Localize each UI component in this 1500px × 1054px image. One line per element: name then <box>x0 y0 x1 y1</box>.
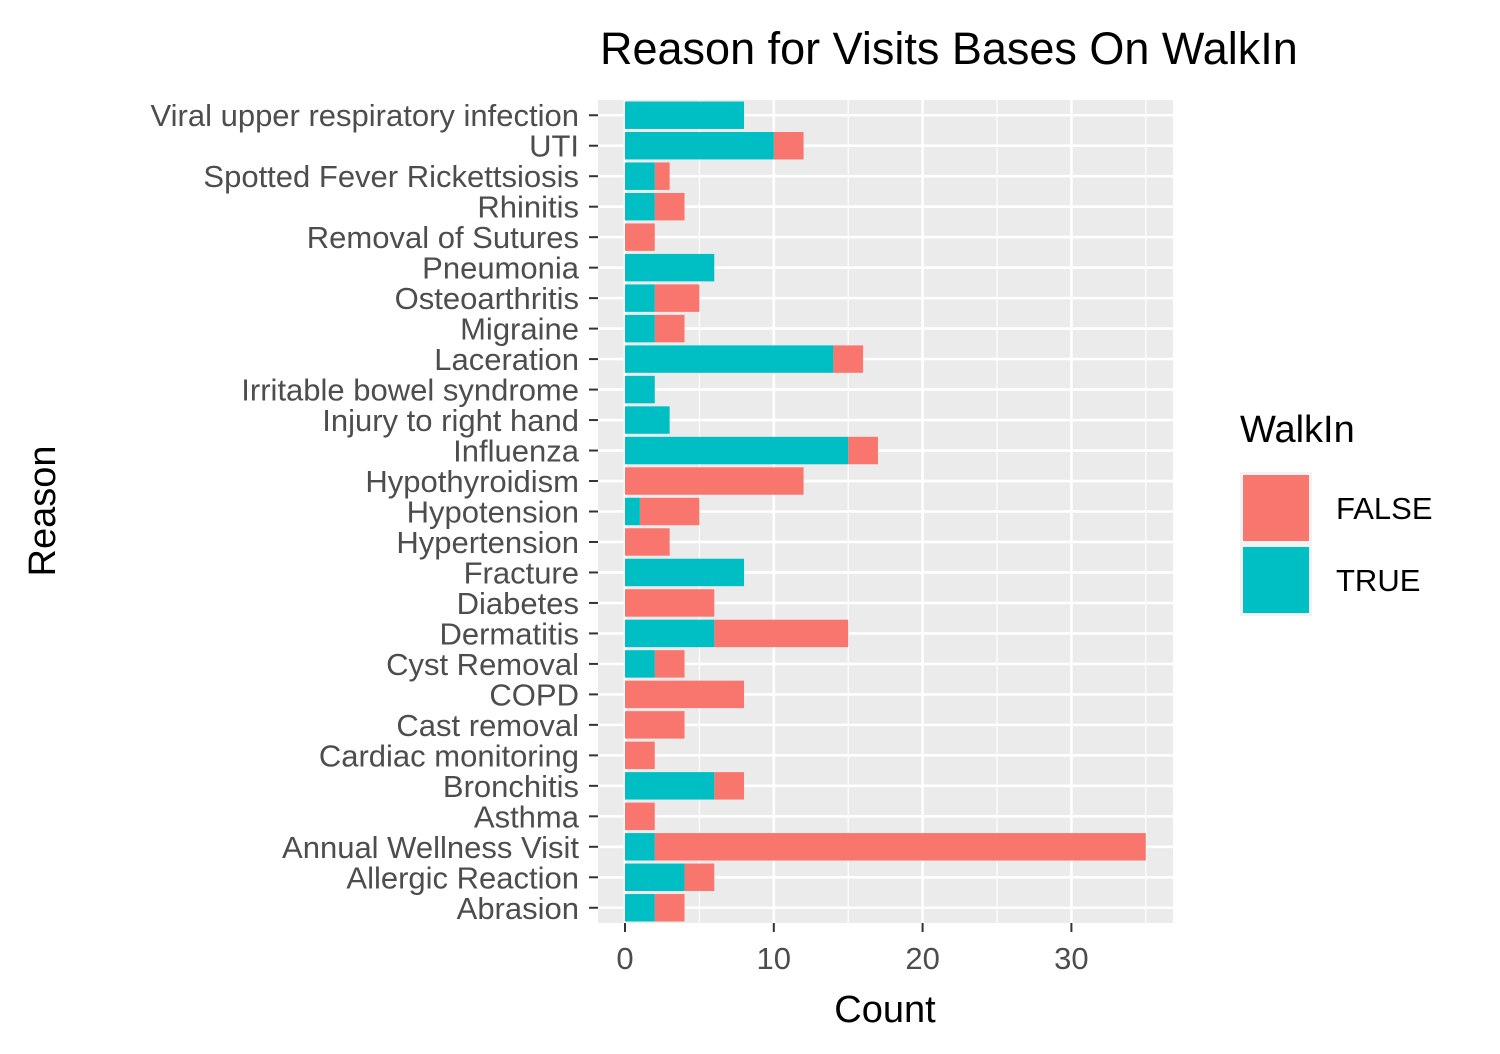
y-axis-title: Reason <box>22 446 64 577</box>
bar-false <box>625 223 655 251</box>
bar-false <box>654 192 685 221</box>
y-tick-label: Asthma <box>474 799 580 834</box>
x-tick-label: 0 <box>616 941 633 976</box>
bar-false <box>714 772 745 800</box>
y-tick-label: Cast removal <box>396 708 579 743</box>
y-tick-label: Pneumonia <box>422 251 580 286</box>
legend: WalkIn FALSE TRUE <box>1240 409 1433 616</box>
bar-false <box>654 162 670 190</box>
x-tick-label: 10 <box>757 941 791 976</box>
bar-true <box>625 192 655 221</box>
bar-false <box>714 619 849 648</box>
y-tick-label: Viral upper respiratory infection <box>151 98 579 133</box>
bar-false <box>625 589 715 617</box>
bar-true <box>625 162 655 190</box>
bar-true <box>625 253 715 282</box>
bar-false <box>833 345 864 373</box>
bar-true <box>625 284 655 312</box>
y-tick-label: Hypotension <box>407 495 579 530</box>
x-tick-label: 20 <box>905 941 939 976</box>
bar-true <box>625 650 655 678</box>
y-tick-label: Annual Wellness Visit <box>282 830 579 865</box>
y-tick-label: Cyst Removal <box>386 647 579 682</box>
bars-group <box>625 101 1146 922</box>
bar-false <box>639 497 700 526</box>
bar-true <box>625 894 655 922</box>
bar-true <box>625 833 655 861</box>
bar-false <box>773 132 804 160</box>
bar-true <box>625 345 834 373</box>
x-tick-label: 30 <box>1054 941 1088 976</box>
bar-false <box>625 802 655 831</box>
bar-false <box>654 650 685 678</box>
y-tick-label: Removal of Sutures <box>307 220 579 255</box>
bar-true <box>625 436 849 465</box>
legend-label-true: TRUE <box>1336 563 1420 598</box>
chart-title: Reason for Visits Bases On WalkIn <box>600 23 1298 74</box>
y-tick-label: Bronchitis <box>443 769 579 804</box>
y-tick-label: Hypertension <box>396 525 579 560</box>
bar-false <box>654 833 1146 861</box>
y-tick-label: Spotted Fever Rickettsiosis <box>203 159 579 194</box>
bar-true <box>625 101 745 129</box>
y-tick-label: Influenza <box>453 434 580 469</box>
legend-swatch-false <box>1243 475 1309 541</box>
y-tick-label: Rhinitis <box>477 190 579 225</box>
y-tick-label: Migraine <box>460 312 579 347</box>
legend-title: WalkIn <box>1240 409 1355 451</box>
bar-false <box>625 711 685 739</box>
bar-true <box>625 558 745 587</box>
y-tick-label: COPD <box>489 677 579 712</box>
bar-true <box>625 132 774 160</box>
bar-false <box>625 467 804 495</box>
bar-false <box>684 863 715 891</box>
bar-true <box>625 375 655 404</box>
bar-true <box>625 863 685 891</box>
bar-false <box>625 741 655 770</box>
y-tick-label: Diabetes <box>457 586 579 621</box>
bar-false <box>654 894 685 922</box>
y-tick-label: Cardiac monitoring <box>319 738 579 773</box>
bar-false <box>625 528 670 556</box>
bar-true <box>625 772 715 800</box>
x-axis-title: Count <box>834 989 936 1031</box>
y-tick-label: Dermatitis <box>439 616 579 651</box>
bar-false <box>654 284 700 312</box>
y-tick-label: Abrasion <box>457 891 579 926</box>
y-tick-label: Laceration <box>434 342 579 377</box>
bar-false <box>654 314 685 343</box>
x-axis-ticks: 0 10 20 30 <box>616 923 1089 976</box>
bar-false <box>848 436 878 465</box>
legend-label-false: FALSE <box>1336 491 1433 526</box>
y-axis-ticks: Viral upper respiratory infectionUTISpot… <box>151 98 598 926</box>
bar-true <box>625 406 670 434</box>
y-tick-label: Injury to right hand <box>322 403 579 438</box>
y-tick-label: Fracture <box>464 555 579 590</box>
bar-true <box>625 619 715 648</box>
y-tick-label: Hypothyroidism <box>365 464 579 499</box>
y-tick-label: Osteoarthritis <box>395 281 579 316</box>
y-tick-label: Irritable bowel syndrome <box>241 373 579 408</box>
y-tick-label: Allergic Reaction <box>346 860 579 895</box>
legend-swatch-true <box>1243 547 1309 613</box>
bar-false <box>625 680 745 709</box>
bar-true <box>625 497 640 526</box>
bar-true <box>625 314 655 343</box>
y-tick-label: UTI <box>529 129 579 164</box>
